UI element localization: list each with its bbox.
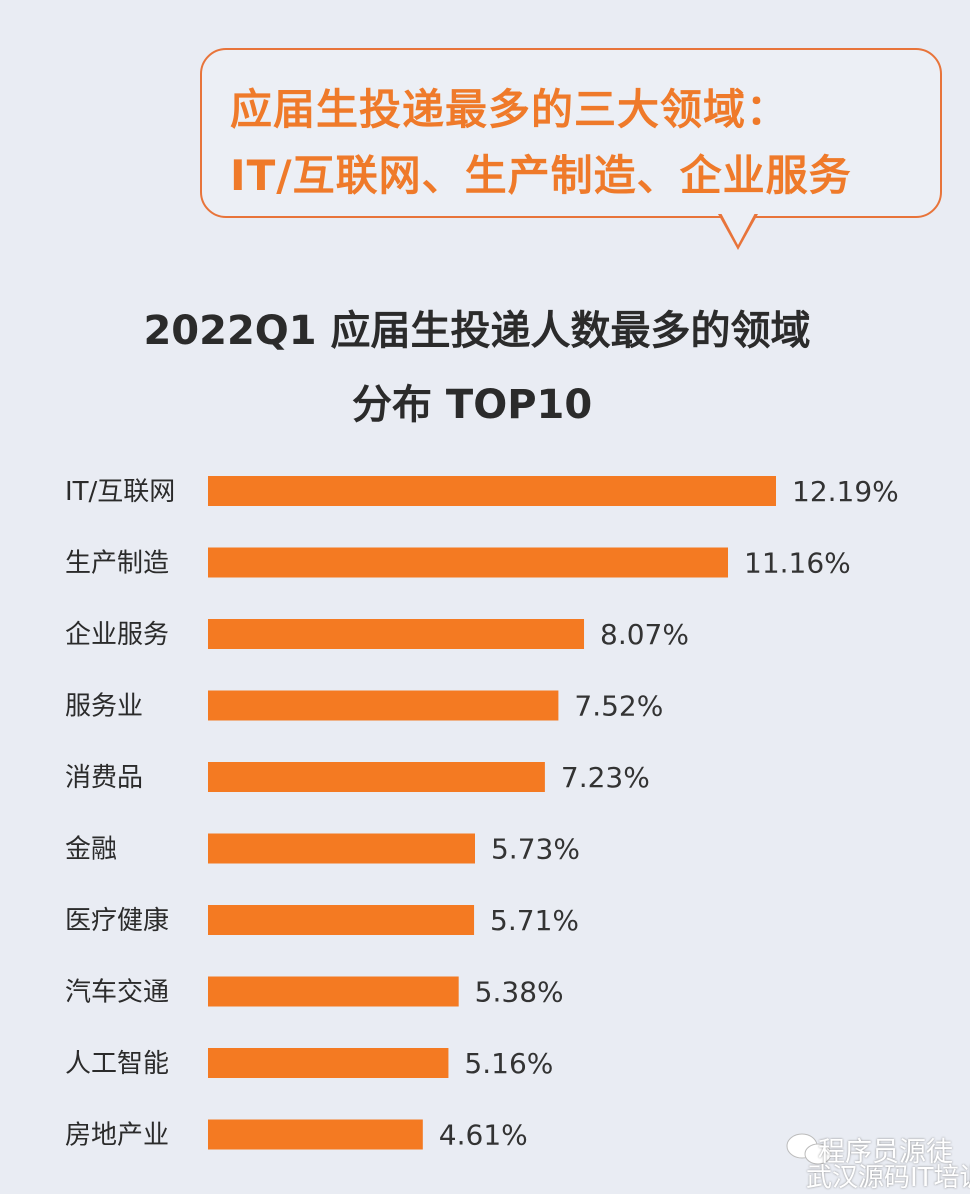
watermark-line2: 武汉源码IT培训: [806, 1163, 970, 1193]
data-label: 5.73%: [491, 833, 580, 866]
bar: [208, 619, 585, 649]
category-label: 服务业: [65, 692, 143, 722]
wechat-icon: [786, 1133, 832, 1165]
data-label: 5.71%: [490, 904, 579, 937]
callout-line2: IT/互联网、生产制造、企业服务: [230, 151, 852, 200]
category-label: 金融: [65, 835, 117, 865]
data-label: 12.19%: [792, 475, 899, 508]
category-label: 汽车交通: [65, 978, 169, 1008]
bar: [208, 833, 475, 864]
data-label: 7.52%: [574, 690, 663, 723]
data-label: 7.23%: [561, 761, 650, 794]
data-label: 5.38%: [475, 976, 564, 1009]
data-label: 8.07%: [600, 618, 689, 651]
bar: [208, 1048, 449, 1078]
category-label: 企业服务: [65, 620, 169, 650]
callout-line1: 应届生投递最多的三大领域：: [230, 85, 790, 134]
bar: [208, 690, 559, 721]
watermark-line1: 程序员源徒: [818, 1137, 953, 1168]
category-label: 消费品: [65, 763, 143, 793]
category-label: IT/互联网: [65, 477, 175, 507]
bar: [208, 976, 459, 1007]
category-label: 人工智能: [65, 1049, 169, 1079]
bar: [208, 1119, 423, 1150]
bar: [208, 547, 729, 578]
bar: [208, 905, 475, 935]
data-label: 11.16%: [744, 547, 851, 580]
bar: [208, 762, 545, 792]
data-label: 5.16%: [464, 1047, 553, 1080]
category-label: 房地产业: [65, 1121, 169, 1151]
bar: [208, 476, 776, 506]
callout-bubble: 应届生投递最多的三大领域： IT/互联网、生产制造、企业服务: [200, 48, 942, 218]
chart-title: 2022Q1 应届生投递人数最多的领域: [143, 308, 811, 354]
category-label: 生产制造: [65, 549, 169, 579]
data-label: 4.61%: [439, 1119, 528, 1152]
category-label: 医疗健康: [65, 906, 169, 936]
chart-title-line2: 分布 TOP10: [352, 382, 593, 428]
